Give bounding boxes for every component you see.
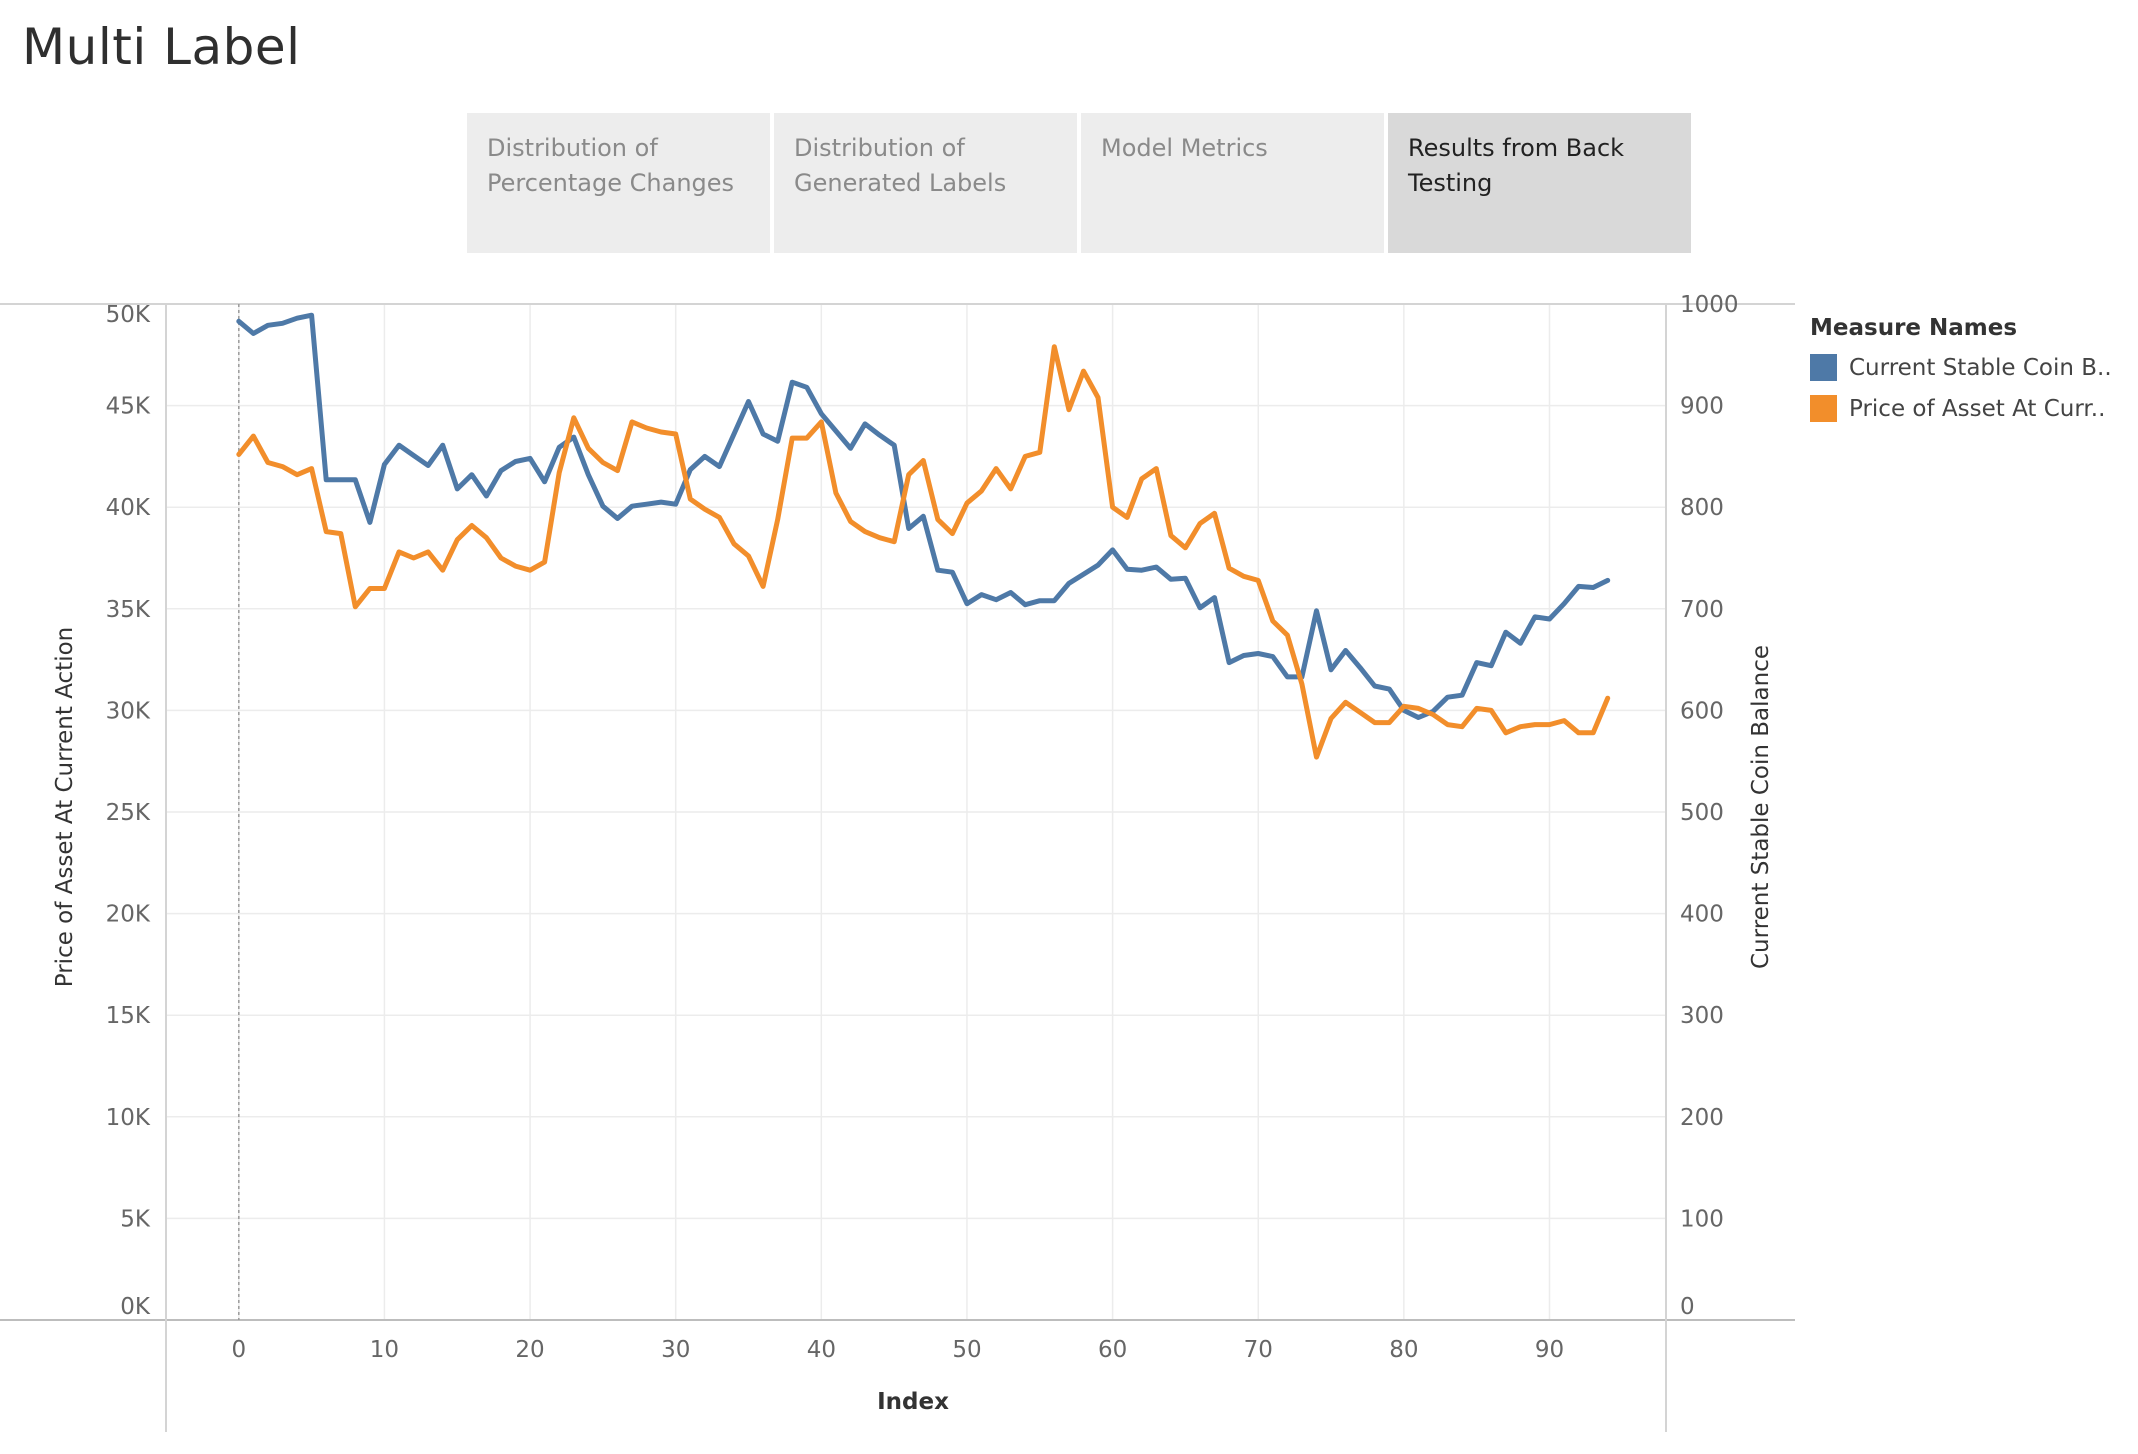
tab-model-metrics[interactable]: Model Metrics [1081, 113, 1384, 253]
right-axis-ticks: 0 100 200 300 400 500 600 700 800 900 1000 [1680, 292, 1739, 1320]
right-tick-label: 800 [1680, 495, 1724, 521]
right-tick-label: 400 [1680, 902, 1724, 928]
left-tick-label: 25K [106, 800, 151, 826]
left-tick-label: 10K [106, 1105, 151, 1131]
right-tick-label: 300 [1680, 1003, 1724, 1029]
legend-item-stable-coin[interactable]: Current Stable Coin B.. [1810, 347, 2130, 388]
right-tick-label: 500 [1680, 800, 1724, 826]
x-tick-label: 60 [1098, 1337, 1127, 1363]
chart-frame [0, 303, 1795, 1432]
left-tick-label: 35K [106, 597, 151, 623]
legend-label-stable-coin: Current Stable Coin B.. [1849, 354, 2112, 381]
legend-swatch-asset-price [1810, 395, 1837, 422]
legend-label-asset-price: Price of Asset At Curr.. [1849, 395, 2106, 422]
series-line-stable-coin[interactable] [236, 312, 1611, 720]
series-lines[interactable] [236, 312, 1611, 760]
legend-swatch-stable-coin [1810, 354, 1837, 381]
right-tick-label: 200 [1680, 1105, 1724, 1131]
left-tick-label: 15K [106, 1003, 151, 1029]
x-tick-label: 90 [1535, 1337, 1564, 1363]
right-tick-label: 900 [1680, 394, 1724, 420]
x-tick-label: 50 [952, 1337, 981, 1363]
left-tick-label: 0K [120, 1294, 151, 1320]
legend-title: Measure Names [1810, 315, 2018, 341]
left-axis-ticks: 0K 5K 10K 15K 20K 25K 30K 35K 40K 45K 50K [106, 302, 151, 1320]
legend-item-asset-price[interactable]: Price of Asset At Curr.. [1810, 388, 2130, 429]
right-tick-label: 1000 [1680, 292, 1739, 318]
left-tick-label: 45K [106, 394, 151, 420]
x-tick-label: 30 [661, 1337, 690, 1363]
x-tick-label: 10 [370, 1337, 399, 1363]
right-axis-title: Current Stable Coin Balance [1748, 645, 1774, 969]
tab-distribution-percentage-changes[interactable]: Distribution of Percentage Changes [467, 113, 770, 253]
series-line-asset-price[interactable] [236, 344, 1611, 760]
left-tick-label: 30K [106, 698, 151, 724]
tab-results-back-testing[interactable]: Results from Back Testing [1388, 113, 1691, 253]
right-tick-label: 0 [1680, 1294, 1695, 1320]
x-tick-label: 70 [1244, 1337, 1273, 1363]
x-axis-title: Index [877, 1389, 949, 1415]
x-tick-label: 0 [231, 1337, 246, 1363]
x-axis-ticks: 0 10 20 30 40 50 60 70 80 90 [231, 1337, 1564, 1363]
page-title: Multi Label [22, 18, 301, 76]
left-tick-label: 50K [106, 302, 151, 328]
tab-strip: Distribution of Percentage Changes Distr… [467, 113, 1691, 253]
x-tick-label: 20 [515, 1337, 544, 1363]
x-tick-label: 40 [807, 1337, 836, 1363]
right-tick-label: 100 [1680, 1206, 1724, 1232]
legend: Measure Names Current Stable Coin B.. Pr… [1810, 315, 2130, 429]
left-tick-label: 5K [120, 1206, 151, 1232]
x-tick-label: 80 [1389, 1337, 1418, 1363]
left-axis-title: Price of Asset At Current Action [52, 627, 78, 987]
left-tick-label: 40K [106, 495, 151, 521]
right-tick-label: 700 [1680, 597, 1724, 623]
left-tick-label: 20K [106, 902, 151, 928]
tab-distribution-generated-labels[interactable]: Distribution of Generated Labels [774, 113, 1077, 253]
right-tick-label: 600 [1680, 698, 1724, 724]
